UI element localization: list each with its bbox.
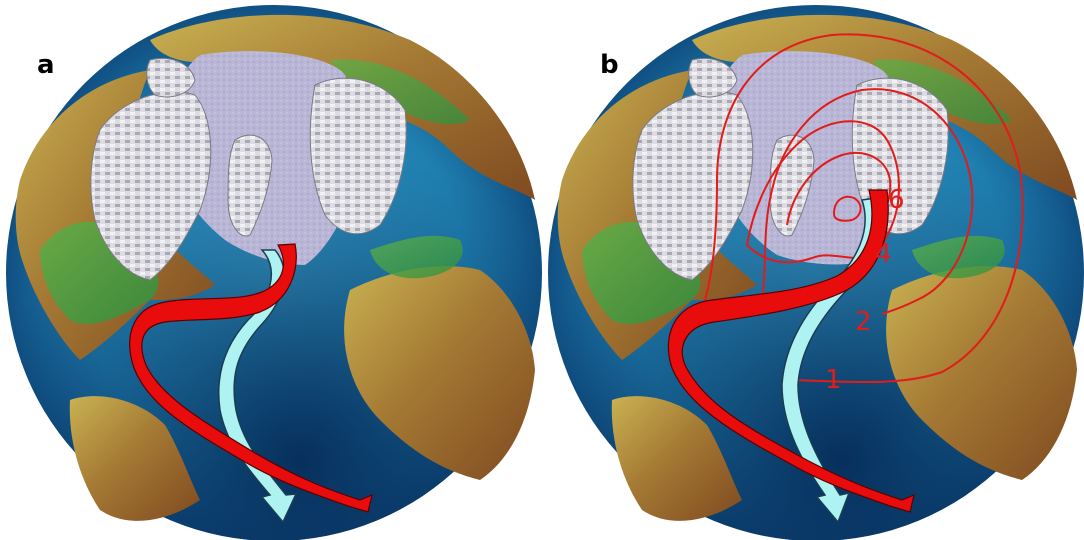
europe-africa-landmass: [344, 266, 535, 480]
contour-line-6: [832, 195, 862, 222]
south-america-landmass: [611, 396, 742, 521]
contour-line-1: [691, 33, 1024, 384]
europe-green: [370, 235, 463, 279]
asia-green: [872, 59, 1012, 125]
glacier-east: [688, 57, 738, 98]
panel-b: 6 4 2 1 b: [542, 0, 1084, 540]
contour-label-2: 2: [855, 307, 872, 337]
globe-a: [6, 5, 542, 540]
warm-current-arrow: [129, 243, 373, 513]
panel-label-b: b: [600, 50, 619, 80]
warm-current-arrow: [667, 189, 915, 513]
glacier-central: [227, 134, 273, 237]
contour-line-2: [761, 88, 974, 315]
panel-a: a: [6, 5, 542, 540]
europe-africa-landmass: [886, 266, 1077, 480]
south-america-landmass: [69, 396, 200, 521]
contour-line-4: [745, 120, 900, 264]
glacier-east: [146, 57, 196, 98]
contour-label-6: 6: [888, 185, 905, 215]
asia-green: [330, 59, 470, 125]
panel-label-a: a: [37, 50, 55, 80]
contour-label-1: 1: [825, 365, 842, 395]
scandinavia-glacier: [309, 77, 407, 235]
globe-b: 6 4 2 1: [548, 5, 1084, 540]
contour-label-4: 4: [875, 239, 892, 269]
